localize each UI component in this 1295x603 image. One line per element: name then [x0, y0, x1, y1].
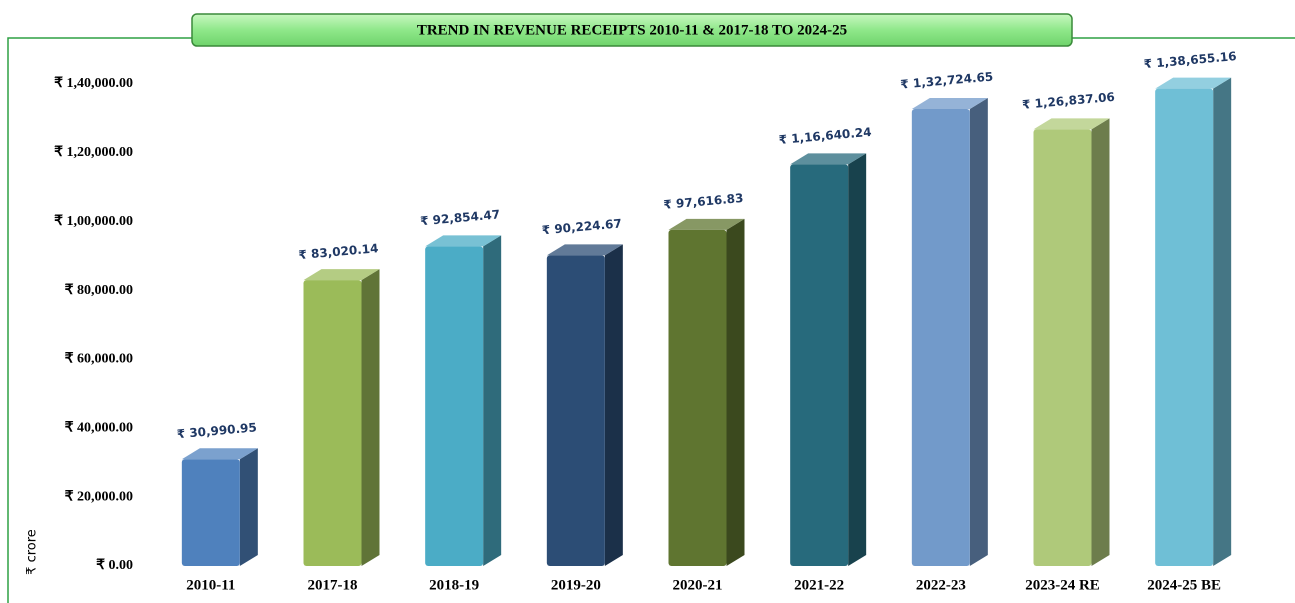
- bar-top: [1155, 77, 1232, 89]
- value-label: ₹ 92,854.47: [420, 207, 501, 228]
- bar: [181, 459, 240, 566]
- x-tick-label: 2010-11: [186, 577, 235, 593]
- bar: [790, 164, 849, 566]
- value-label: ₹ 1,26,837.06: [1022, 90, 1116, 112]
- x-tick-label: 2022-23: [916, 577, 966, 593]
- bar-side: [848, 153, 867, 566]
- value-label: ₹ 1,16,640.24: [778, 125, 872, 147]
- bar-top: [790, 153, 867, 165]
- value-label: ₹ 1,32,724.65: [900, 70, 994, 92]
- x-tick-label: 2020-21: [673, 577, 723, 593]
- bar-side: [604, 244, 623, 566]
- y-tick-label: ₹ 60,000.00: [65, 352, 133, 367]
- chart-title: TREND IN REVENUE RECEIPTS 2010-11 & 2017…: [417, 22, 847, 38]
- x-tick-label: 2024-25 BE: [1147, 577, 1221, 593]
- x-tick-label: 2017-18: [308, 577, 358, 593]
- y-tick-label: ₹ 1,40,000.00: [54, 76, 133, 91]
- bar-top: [181, 448, 258, 460]
- bar-side: [483, 235, 502, 567]
- value-label: ₹ 1,38,655.16: [1143, 49, 1237, 71]
- y-tick-label: ₹ 40,000.00: [65, 421, 133, 436]
- x-tick-label: 2019-20: [551, 577, 601, 593]
- y-tick-label: ₹ 20,000.00: [65, 489, 133, 504]
- bar-top: [1033, 118, 1110, 130]
- bar-top: [546, 244, 623, 256]
- bar: [668, 229, 727, 567]
- x-tick-label: 2018-19: [429, 577, 479, 593]
- title-box: [191, 13, 1073, 47]
- bar-side: [726, 218, 745, 567]
- x-tick-label: 2023-24 RE: [1025, 577, 1100, 593]
- x-tick-label: 2021-22: [794, 577, 844, 593]
- value-label: ₹ 83,020.14: [298, 241, 379, 262]
- y-tick-label: ₹ 0.00: [96, 558, 133, 573]
- bar: [546, 255, 605, 566]
- bar-top: [303, 269, 380, 281]
- y-axis-title: ₹ crore: [25, 529, 40, 575]
- bar-top: [425, 235, 502, 247]
- bar-side: [361, 269, 380, 566]
- y-tick-label: ₹ 1,00,000.00: [54, 214, 133, 229]
- bar: [1155, 88, 1214, 566]
- bar-side: [969, 98, 988, 567]
- bar: [1033, 129, 1092, 566]
- bar-side: [1213, 77, 1232, 566]
- bar-top: [668, 218, 745, 230]
- y-tick-label: ₹ 80,000.00: [65, 283, 133, 298]
- bar: [911, 109, 970, 567]
- bar-side: [239, 448, 258, 566]
- bar: [303, 280, 362, 566]
- bar-side: [1091, 118, 1110, 566]
- value-label: ₹ 97,616.83: [663, 191, 744, 212]
- value-label: ₹ 30,990.95: [176, 420, 257, 441]
- bar-top: [911, 98, 988, 110]
- bar: [425, 246, 484, 567]
- value-label: ₹ 90,224.67: [541, 216, 622, 237]
- y-tick-label: ₹ 1,20,000.00: [54, 145, 133, 160]
